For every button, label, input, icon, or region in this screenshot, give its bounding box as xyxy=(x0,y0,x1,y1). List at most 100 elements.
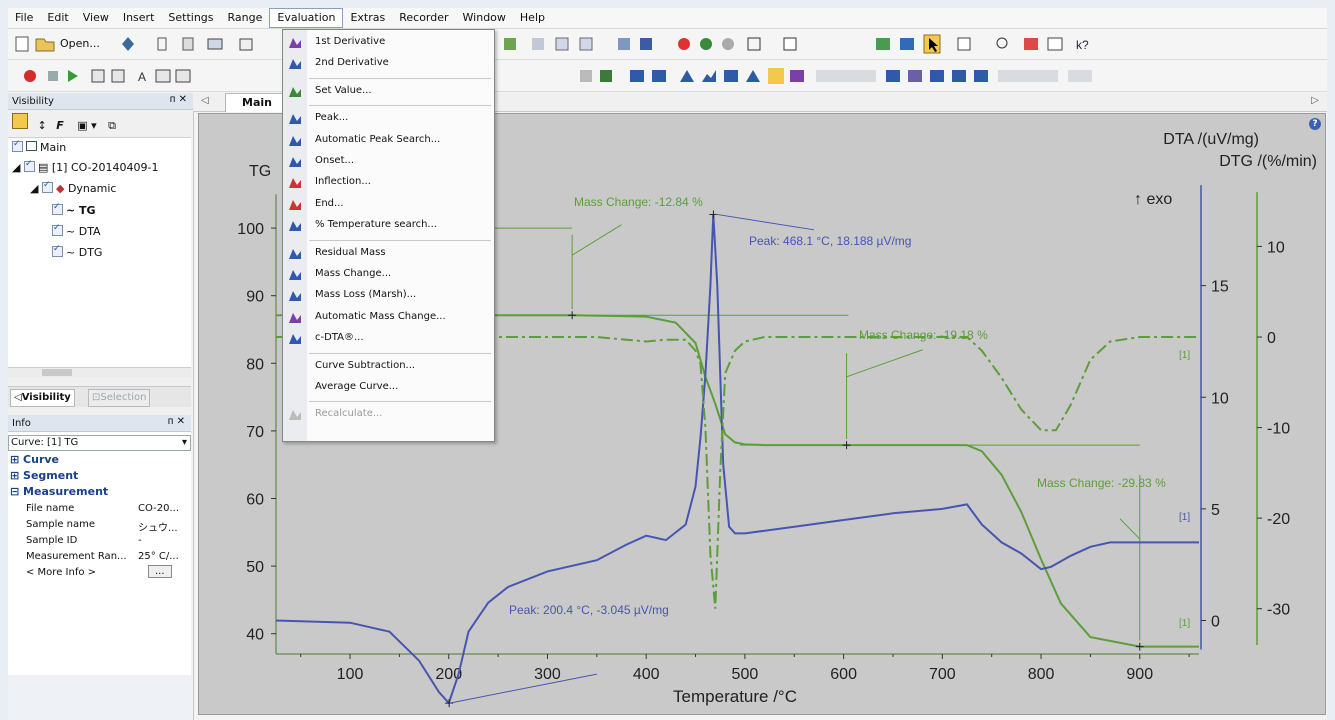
tool-icon-c[interactable] xyxy=(555,37,569,51)
tool-icon-g[interactable] xyxy=(678,38,690,50)
menu-item-curve-subtraction[interactable]: Curve Subtraction... xyxy=(283,356,494,376)
zoom-icon[interactable] xyxy=(783,37,797,51)
second-derivative-icon xyxy=(288,56,302,70)
more-info-link[interactable]: < More Info > xyxy=(26,567,97,578)
tool-icon-a[interactable] xyxy=(504,38,516,50)
stop-icon[interactable] xyxy=(48,71,58,81)
tool-icon-l[interactable] xyxy=(155,69,171,83)
tree-item-curve-dta[interactable]: ~ DTA xyxy=(52,223,101,238)
chart-icon-b[interactable] xyxy=(900,38,914,50)
menu-item-residual-mass[interactable]: Residual Mass xyxy=(283,243,494,263)
clipboard-icon[interactable] xyxy=(157,37,167,51)
menu-item-1st-derivative[interactable]: 1st Derivative xyxy=(283,32,494,52)
tree-item-segment[interactable]: ◢ ◆ Dynamic xyxy=(30,180,116,195)
tab-main[interactable]: Main xyxy=(225,93,289,112)
mass-change-icon xyxy=(288,267,302,281)
menu-item-mass-loss-marsh[interactable]: Mass Loss (Marsh)... xyxy=(283,285,494,305)
tool-icon-f[interactable] xyxy=(640,38,652,50)
help-icon[interactable]: k? xyxy=(1076,38,1089,52)
print-icon[interactable] xyxy=(207,38,223,50)
info-close-icon[interactable]: ᴨ ✕ xyxy=(167,416,185,427)
menu-item-label: Set Value... xyxy=(315,84,372,96)
tree-item-curve-dtg[interactable]: ~ DTG xyxy=(52,244,102,259)
window-icon[interactable] xyxy=(957,37,971,51)
tree-item-file[interactable]: ◢ ▤ [1] CO-20140409-1 xyxy=(12,159,159,174)
menu-range[interactable]: Range xyxy=(227,11,263,24)
dtg-axis-label: DTG /(%/min) xyxy=(1219,153,1317,170)
record-icon[interactable] xyxy=(24,70,36,82)
menu-extras[interactable]: Extras xyxy=(350,11,386,24)
menu-item-c-dta[interactable]: c-DTA®... xyxy=(283,328,494,348)
legend-icon[interactable] xyxy=(1024,38,1038,50)
menu-item-end[interactable]: End... xyxy=(283,194,494,214)
export-icon[interactable] xyxy=(239,38,253,51)
tool-icon-e[interactable] xyxy=(618,38,630,50)
x-tick-label: 500 xyxy=(732,666,759,683)
tree-hscrollbar[interactable] xyxy=(8,367,191,378)
help-icon[interactable]: ? xyxy=(1309,118,1321,130)
sort-icon[interactable]: ↕ xyxy=(37,119,47,132)
more-info-button[interactable]: ... xyxy=(148,565,172,578)
chart-icon-a[interactable] xyxy=(876,38,890,50)
menu-item-inflection[interactable]: Inflection... xyxy=(283,172,494,192)
menu-item-automatic-peak-search[interactable]: Automatic Peak Search... xyxy=(283,130,494,150)
tool-icon-h[interactable] xyxy=(700,38,712,50)
tool-icon-d[interactable] xyxy=(579,37,593,51)
play-icon[interactable] xyxy=(68,70,78,82)
tree-view-icon[interactable] xyxy=(12,113,28,129)
delete-icon[interactable] xyxy=(182,37,194,51)
menu-item-set-value[interactable]: Set Value... xyxy=(283,81,494,101)
tree-item-curve-tg[interactable]: ~ TG xyxy=(52,202,96,217)
menu-item-average-curve[interactable]: Average Curve... xyxy=(283,377,494,397)
menu-window[interactable]: Window xyxy=(462,11,506,24)
new-file-icon[interactable] xyxy=(15,36,29,52)
tool-icon-m[interactable] xyxy=(175,69,191,83)
tool-icon-j[interactable] xyxy=(91,69,105,83)
diamond-icon[interactable] xyxy=(122,37,134,51)
menu-help[interactable]: Help xyxy=(519,11,545,24)
tab-scroll-right-icon[interactable]: ▷ xyxy=(1311,95,1319,106)
menu-item-onset[interactable]: Onset... xyxy=(283,151,494,171)
tab-scroll-left-icon[interactable]: ◁ xyxy=(201,95,209,106)
settings-icon[interactable] xyxy=(1047,37,1063,51)
curve-select[interactable]: Curve: [1] TG ▾ xyxy=(8,435,191,451)
menu-item--temperature-search[interactable]: % Temperature search... xyxy=(283,215,494,235)
mass-change-marker xyxy=(842,441,851,450)
open-button[interactable]: Open... xyxy=(60,37,100,50)
page-icon[interactable]: ▣ ▾ xyxy=(77,119,97,132)
tab-selection[interactable]: ⊡Selection xyxy=(88,389,151,407)
tool-icon-b[interactable] xyxy=(532,38,544,50)
menu-item-peak[interactable]: Peak... xyxy=(283,108,494,128)
menu-item-mass-change[interactable]: Mass Change... xyxy=(283,264,494,284)
search-icon[interactable] xyxy=(996,37,1008,49)
menu-settings[interactable]: Settings xyxy=(168,11,214,24)
menu-evaluation[interactable]: Evaluation xyxy=(269,8,344,28)
panel-close-icon[interactable]: ᴨ ✕ xyxy=(169,94,187,105)
x-tick-label: 400 xyxy=(633,666,660,683)
menu-item-2nd-derivative[interactable]: 2nd Derivative xyxy=(283,53,494,73)
group-curve[interactable]: ⊞ Curve xyxy=(10,453,60,466)
menu-recorder[interactable]: Recorder xyxy=(399,11,449,24)
menu-item-automatic-mass-change[interactable]: Automatic Mass Change... xyxy=(283,307,494,327)
group-segment[interactable]: ⊞ Segment xyxy=(10,469,79,482)
copy-icon[interactable]: ⧉ xyxy=(108,119,117,132)
annotation-leader-line xyxy=(571,224,622,256)
menu-insert[interactable]: Insert xyxy=(122,11,155,24)
menu-edit[interactable]: Edit xyxy=(47,11,69,24)
evaluation-toolbar-icons[interactable] xyxy=(580,68,1092,84)
zoom-fit-icon[interactable] xyxy=(747,37,761,51)
text-tool-icon[interactable]: A xyxy=(138,70,146,84)
menu-file[interactable]: File xyxy=(15,11,34,24)
tool-icon-k[interactable] xyxy=(111,69,125,83)
filter-icon[interactable]: F xyxy=(56,119,64,132)
tab-visibility[interactable]: ◁Visibility xyxy=(10,389,75,407)
tool-icon-i[interactable] xyxy=(722,38,734,50)
group-measurement[interactable]: ⊟ Measurement xyxy=(10,485,109,498)
menu-item-label: Curve Subtraction... xyxy=(315,359,416,371)
tree-item-main[interactable]: Main xyxy=(12,139,66,154)
open-folder-icon[interactable] xyxy=(35,38,55,52)
x-tick-label: 800 xyxy=(1028,666,1055,683)
temperature-search-icon xyxy=(288,218,302,232)
menu-view[interactable]: View xyxy=(82,11,109,24)
